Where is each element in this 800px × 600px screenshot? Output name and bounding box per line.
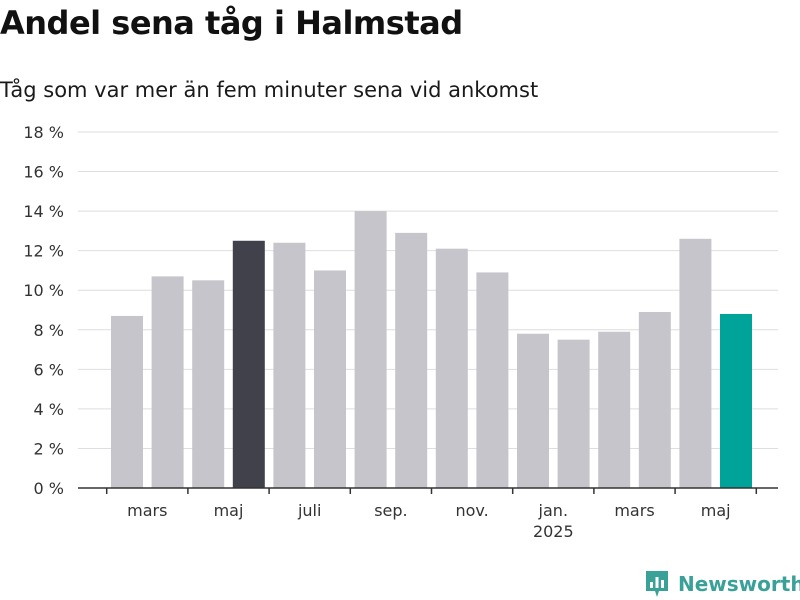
brand-logo: Newsworthy	[644, 568, 800, 600]
bar	[435, 248, 468, 488]
y-tick-label: 2 %	[34, 439, 64, 458]
chart-subtitle: Tåg som var mer än fem minuter sena vid …	[0, 78, 539, 102]
bars	[111, 211, 752, 488]
bar	[111, 315, 143, 488]
y-tick-label: 6 %	[34, 360, 64, 379]
x-tick-label: nov.	[455, 501, 488, 520]
x-tick-label: maj	[214, 501, 244, 520]
x-tick-label: juli	[297, 501, 321, 520]
x-axis: mars maj juli sep. nov. jan. 2025 mars maj	[78, 487, 778, 541]
bar	[476, 272, 509, 488]
x-tick-sublabel: 2025	[533, 522, 574, 541]
x-tick-label: mars	[614, 501, 654, 520]
bar	[395, 232, 428, 488]
x-tick-label: sep.	[374, 501, 407, 520]
y-tick-label: 8 %	[34, 321, 64, 340]
bar	[557, 339, 590, 488]
bar	[517, 333, 549, 488]
x-tick-label: jan.	[538, 501, 568, 520]
y-tick-label: 16 %	[23, 163, 64, 182]
chart-title: Andel sena tåg i Halmstad	[0, 4, 463, 42]
bar	[598, 331, 631, 488]
bar-chart: 0 % 2 % 4 % 6 % 8 % 10 % 12 % 14 % 16 % 18 % mars…	[23, 123, 778, 541]
x-tick-label: mars	[127, 501, 167, 520]
bar	[638, 311, 671, 488]
bar	[232, 240, 265, 488]
x-tick-label: maj	[701, 501, 731, 520]
y-tick-label: 0 %	[34, 479, 64, 498]
bar	[273, 242, 306, 488]
y-tick-label: 18 %	[23, 123, 64, 142]
newsworthy-logo-icon	[646, 571, 668, 597]
y-tick-label: 4 %	[34, 400, 64, 419]
y-tick-label: 12 %	[23, 242, 64, 261]
y-tick-label: 10 %	[23, 281, 64, 300]
bar	[679, 238, 712, 488]
y-tick-label: 14 %	[23, 202, 64, 221]
bar	[151, 276, 184, 488]
brand-name: Newsworthy	[678, 572, 800, 596]
bar	[720, 313, 752, 488]
y-axis-ticks: 0 % 2 % 4 % 6 % 8 % 10 % 12 % 14 % 16 % 18 %	[23, 123, 64, 498]
bar	[314, 270, 346, 488]
bar	[192, 280, 225, 488]
bar	[354, 211, 387, 488]
